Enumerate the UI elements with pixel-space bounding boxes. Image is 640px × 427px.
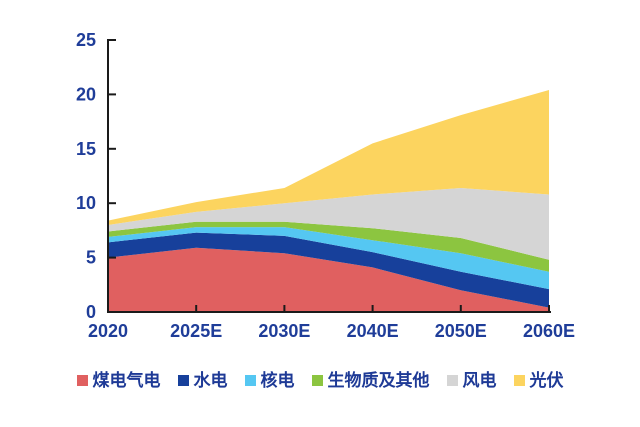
- legend-label-solar: 光伏: [529, 370, 564, 390]
- legend-label-hydro: 水电: [193, 370, 228, 390]
- legend-item-biomass-other: 生物质及其他: [311, 370, 430, 390]
- legend-label-wind: 风电: [462, 370, 497, 390]
- y-tick-label: 20: [76, 84, 96, 104]
- legend-swatch-wind: [446, 374, 458, 386]
- x-tick-label: 2020: [88, 321, 128, 341]
- area-series-biomass-other: [108, 221, 549, 272]
- area-series-coal-gas: [108, 247, 549, 312]
- legend-item-solar: 光伏: [513, 370, 564, 390]
- y-tick-label: 25: [76, 30, 96, 50]
- legend-label-coal-gas: 煤电气电: [92, 370, 161, 390]
- legend-swatch-hydro: [177, 374, 189, 386]
- legend-swatch-coal-gas: [76, 374, 88, 386]
- x-tick-label: 2050E: [435, 321, 487, 341]
- legend-item-coal-gas: 煤电气电: [76, 370, 161, 390]
- area-series-hydro: [108, 232, 549, 308]
- area-series-solar: [108, 90, 549, 225]
- legend-item-wind: 风电: [446, 370, 497, 390]
- area-series-wind: [108, 187, 549, 260]
- legend-item-nuclear: 核电: [244, 370, 295, 390]
- x-tick-label: 2060E: [523, 321, 575, 341]
- legend-item-hydro: 水电: [177, 370, 228, 390]
- legend-label-nuclear: 核电: [260, 370, 295, 390]
- y-tick-label: 0: [86, 302, 96, 322]
- x-tick-label: 2040E: [347, 321, 399, 341]
- legend-swatch-solar: [513, 374, 525, 386]
- legend-swatch-nuclear: [244, 374, 256, 386]
- legend-label-biomass-other: 生物质及其他: [327, 370, 430, 390]
- y-tick-label: 15: [76, 139, 96, 159]
- x-tick-label: 2030E: [258, 321, 310, 341]
- area-series-nuclear: [108, 227, 549, 290]
- y-tick-label: 10: [76, 193, 96, 213]
- chart-legend: 煤电气电 水电 核电 生物质及其他 风电 光伏: [0, 367, 640, 393]
- y-tick-label: 5: [86, 248, 96, 268]
- x-tick-label: 2025E: [170, 321, 222, 341]
- legend-swatch-biomass-other: [311, 374, 323, 386]
